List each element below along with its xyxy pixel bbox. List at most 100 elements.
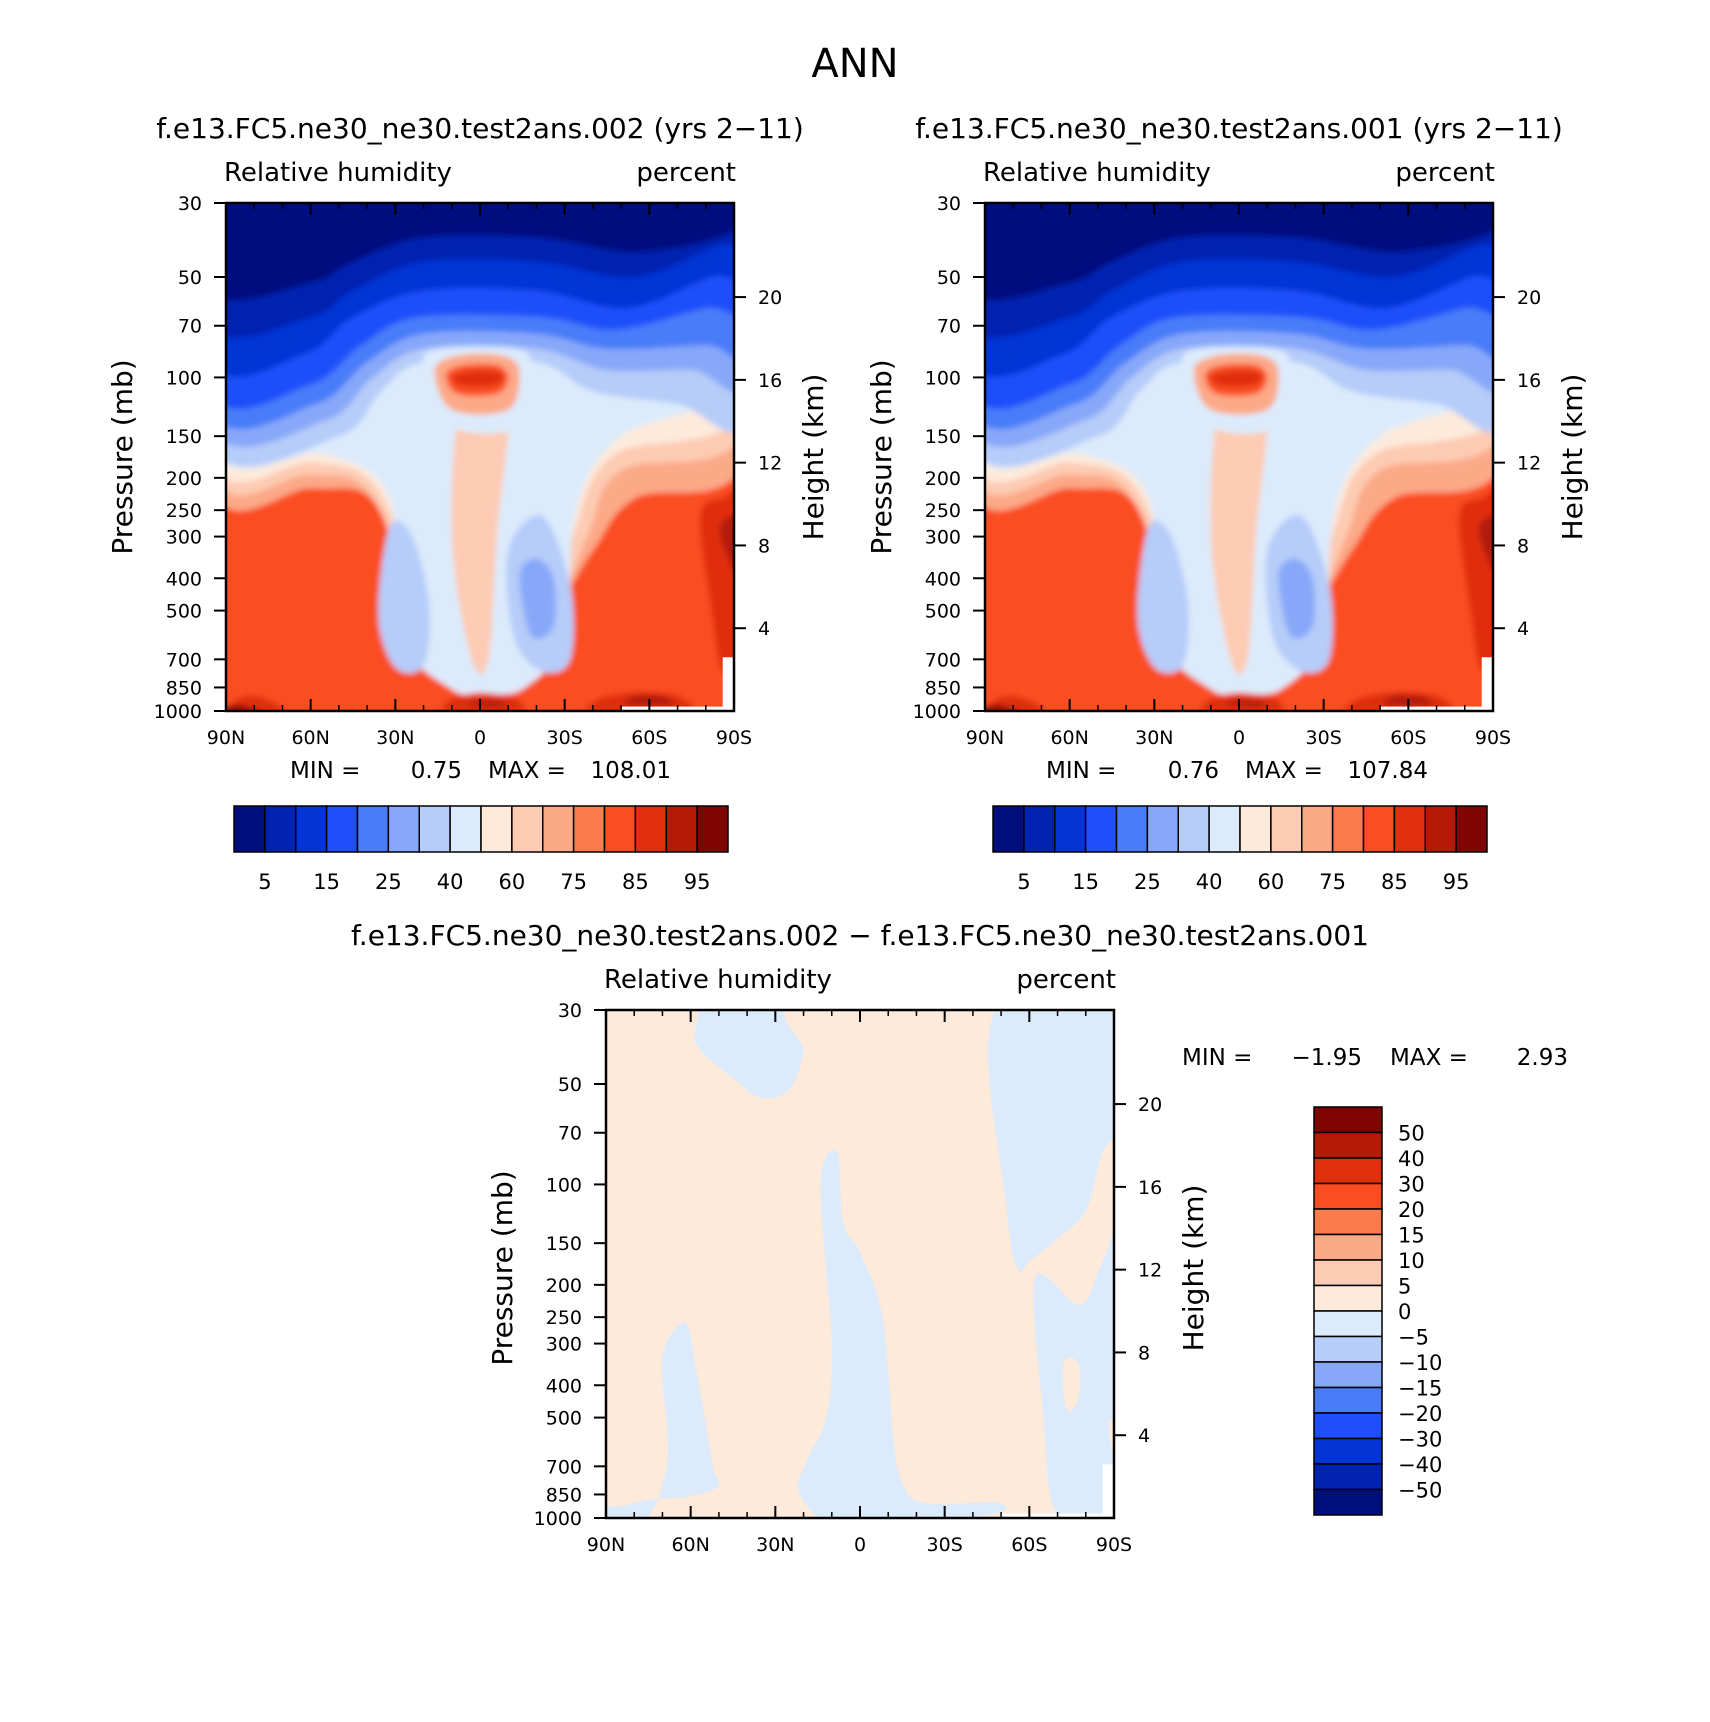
missing-data-region bbox=[722, 657, 734, 711]
y-tick-label: 50 bbox=[937, 267, 961, 289]
contour-field bbox=[606, 1010, 1114, 1518]
colorbar-label: 95 bbox=[1443, 870, 1470, 894]
colorbar-swatch bbox=[1023, 805, 1056, 853]
colorbar-swatch bbox=[449, 805, 482, 853]
min-value: 0.75 bbox=[411, 758, 462, 784]
y-tick-label: 500 bbox=[546, 1408, 582, 1430]
colorbar-label: 20 bbox=[1398, 1198, 1425, 1222]
colorbar-label: 5 bbox=[1398, 1275, 1411, 1299]
x-tick-label: 0 bbox=[854, 1534, 866, 1556]
contour-region bbox=[226, 203, 734, 301]
colorbar-swatch bbox=[1313, 1284, 1383, 1312]
x-tick-label: 90S bbox=[1096, 1534, 1132, 1556]
max-value: 108.01 bbox=[591, 758, 671, 784]
colorbar-swatch bbox=[480, 805, 513, 853]
x-tick-label: 0 bbox=[474, 727, 486, 749]
contour-region bbox=[985, 705, 1021, 711]
x-tick-label: 90N bbox=[966, 727, 1004, 749]
contour-field bbox=[226, 203, 734, 711]
colorbar-swatch bbox=[295, 805, 328, 853]
max-value: 2.93 bbox=[1517, 1045, 1568, 1071]
colorbar-swatch bbox=[1424, 805, 1457, 853]
y-axis-title: Pressure (mb) bbox=[106, 359, 139, 554]
colorbar-swatch bbox=[542, 805, 575, 853]
max-value: 107.84 bbox=[1348, 758, 1428, 784]
x-tick-label: 60S bbox=[1390, 727, 1426, 749]
colorbar: 5 15 25 40 60 75 85 95 bbox=[233, 805, 729, 894]
contour-region bbox=[519, 558, 556, 639]
colorbar-swatch bbox=[603, 805, 637, 853]
colorbar-label: 85 bbox=[1381, 870, 1408, 894]
y-right-tick-label: 12 bbox=[1138, 1260, 1162, 1282]
panel-difference: f.e13.FC5.ne30_ne30.test2ans.002 − f.e13… bbox=[351, 919, 1568, 1556]
y-tick-label: 70 bbox=[558, 1123, 582, 1145]
axis-ticks: 90N 60N 30N 0 30S 60S 90S 30 50 70 100 150 200 250 300… bbox=[154, 193, 783, 749]
y-right-tick-label: 16 bbox=[1138, 1177, 1162, 1199]
contour-region bbox=[606, 1322, 721, 1518]
panel-title: f.e13.FC5.ne30_ne30.test2ans.001 (yrs 2−… bbox=[915, 112, 1563, 145]
colorbar-label: 0 bbox=[1398, 1300, 1411, 1324]
colorbar-label: −30 bbox=[1398, 1428, 1442, 1452]
contour-region bbox=[1478, 514, 1493, 571]
x-tick-label: 30N bbox=[376, 727, 414, 749]
y-right-tick-label: 8 bbox=[1517, 535, 1529, 557]
x-tick-label: 90N bbox=[207, 727, 245, 749]
max-label: MAX = bbox=[1245, 758, 1323, 784]
colorbar-swatch bbox=[1084, 805, 1118, 853]
colorbar-label: 5 bbox=[1017, 870, 1030, 894]
colorbar-swatch bbox=[1362, 805, 1396, 853]
colorbar-swatch bbox=[1313, 1208, 1383, 1236]
y-tick-label: 1000 bbox=[154, 701, 202, 723]
colorbar-label: 15 bbox=[1072, 870, 1099, 894]
colorbar-swatch bbox=[325, 805, 359, 853]
colorbar-swatch bbox=[1177, 805, 1210, 853]
contour-fills bbox=[985, 203, 1493, 711]
y-axis-title: Pressure (mb) bbox=[486, 1170, 519, 1365]
y-tick-label: 700 bbox=[925, 649, 961, 671]
y-right-tick-label: 8 bbox=[758, 535, 770, 557]
colorbar-swatch bbox=[572, 805, 606, 853]
x-tick-label: 30N bbox=[1135, 727, 1173, 749]
colorbar-swatch bbox=[1455, 805, 1488, 853]
y-tick-label: 700 bbox=[166, 649, 202, 671]
y-right-tick-label: 20 bbox=[1138, 1094, 1162, 1116]
contour-region bbox=[378, 520, 430, 674]
y-tick-label: 400 bbox=[546, 1375, 582, 1397]
variable-label: Relative humidity bbox=[224, 158, 452, 188]
contour-region bbox=[451, 373, 510, 675]
y-tick-label: 850 bbox=[166, 677, 202, 699]
y-tick-label: 70 bbox=[937, 316, 961, 338]
x-tick-label: 90S bbox=[1475, 727, 1511, 749]
y-tick-label: 50 bbox=[558, 1074, 582, 1096]
colorbar-swatch bbox=[634, 805, 667, 853]
colorbar-swatch bbox=[1313, 1157, 1383, 1185]
y-tick-label: 850 bbox=[925, 677, 961, 699]
colorbar-swatch bbox=[1313, 1361, 1383, 1389]
colorbar-label: 60 bbox=[499, 870, 526, 894]
units-label: percent bbox=[1395, 158, 1495, 188]
x-tick-label: 0 bbox=[1233, 727, 1245, 749]
x-tick-label: 60S bbox=[1011, 1534, 1047, 1556]
y-axis-title: Pressure (mb) bbox=[865, 359, 898, 554]
y-tick-label: 70 bbox=[178, 316, 202, 338]
y-tick-label: 200 bbox=[546, 1275, 582, 1297]
y-tick-label: 200 bbox=[925, 468, 961, 490]
colorbar-swatch bbox=[1313, 1335, 1383, 1363]
contour-region bbox=[467, 700, 507, 708]
contour-region bbox=[733, 531, 734, 537]
contour-region bbox=[1210, 370, 1262, 387]
colorbar-swatch bbox=[992, 805, 1025, 853]
axis-ticks: 90N 60N 30N 0 30S 60S 90S 30 50 70 100 150 200 250 300… bbox=[534, 1000, 1163, 1556]
contour-region bbox=[451, 370, 503, 387]
colorbar-swatch bbox=[1313, 1131, 1383, 1159]
colorbar-label: −50 bbox=[1398, 1479, 1442, 1503]
colorbar-label: 10 bbox=[1398, 1249, 1425, 1273]
colorbar-swatch bbox=[1313, 1386, 1383, 1414]
y-tick-label: 50 bbox=[178, 267, 202, 289]
colorbar-swatch bbox=[1313, 1182, 1383, 1210]
axis-ticks: 90N 60N 30N 0 30S 60S 90S 30 50 70 100 150 200 250 300… bbox=[913, 193, 1542, 749]
x-tick-label: 30S bbox=[927, 1534, 963, 1556]
contour-region bbox=[988, 1010, 1114, 1273]
